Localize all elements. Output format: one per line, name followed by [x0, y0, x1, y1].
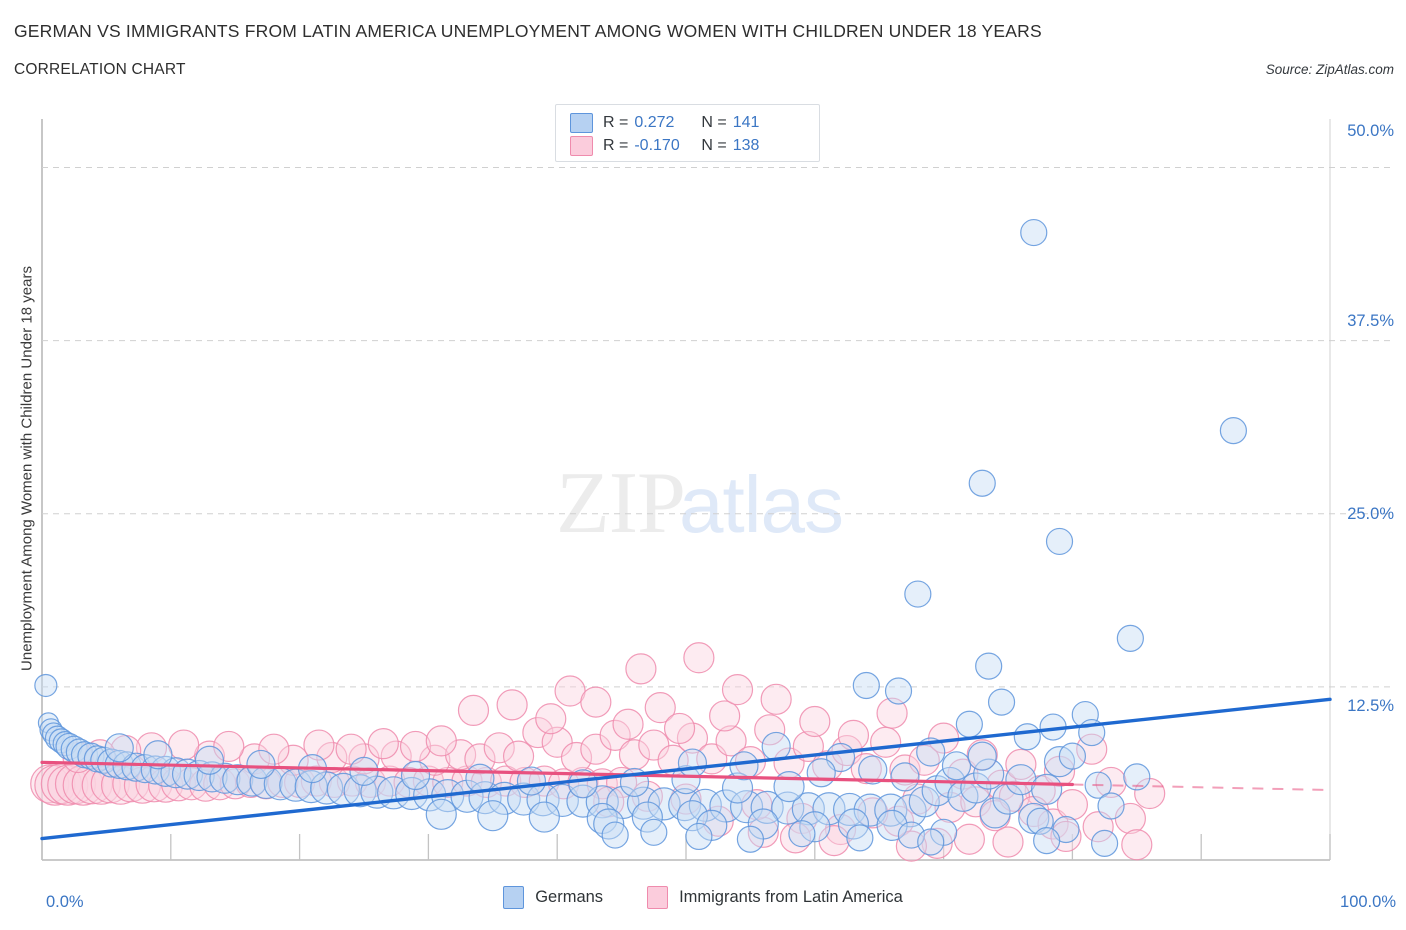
- legend-swatch-immigrants: [647, 886, 669, 909]
- legend-n-value-pink: 138: [732, 136, 760, 154]
- page-subtitle: CORRELATION CHART: [14, 61, 186, 78]
- legend-r-value-pink: -0.170: [634, 136, 680, 154]
- legend-n-label-blue: N =: [701, 113, 727, 131]
- legend-item-germans[interactable]: Germans: [503, 886, 603, 909]
- legend-label-immigrants: Immigrants from Latin America: [679, 888, 903, 906]
- legend-r-label-pink: R =: [603, 136, 629, 154]
- legend-row-immigrants: R = -0.170 N = 138: [570, 134, 809, 157]
- y-tick-label-25: 25.0%: [1347, 505, 1394, 523]
- legend-swatch-pink: [570, 135, 593, 156]
- series-legend: Germans Immigrants from Latin America: [0, 886, 1406, 909]
- legend-swatch-germans: [503, 886, 525, 909]
- legend-label-germans: Germans: [535, 888, 604, 906]
- x-axis-min-label: 0.0%: [46, 893, 84, 911]
- legend-row-germans: R = 0.272 N = 141: [570, 111, 809, 134]
- legend-n-label-pink: N =: [701, 136, 727, 154]
- y-tick-label-37: 37.5%: [1347, 312, 1394, 330]
- page-title: GERMAN VS IMMIGRANTS FROM LATIN AMERICA …: [14, 21, 1042, 41]
- legend-r-value-blue: 0.272: [634, 113, 675, 131]
- y-tick-label-50: 50.0%: [1347, 122, 1394, 140]
- legend-r-label-blue: R =: [603, 113, 629, 131]
- x-axis-max-label: 100.0%: [1340, 893, 1396, 911]
- source-note: Source: ZipAtlas.com: [1265, 62, 1394, 77]
- legend-n-value-blue: 141: [732, 113, 760, 131]
- y-tick-label-12: 12.5%: [1347, 697, 1394, 715]
- correlation-legend: R = 0.272 N = 141 R = -0.170 N = 138: [555, 104, 820, 162]
- legend-item-immigrants[interactable]: Immigrants from Latin America: [647, 886, 903, 909]
- legend-swatch-blue: [570, 112, 593, 133]
